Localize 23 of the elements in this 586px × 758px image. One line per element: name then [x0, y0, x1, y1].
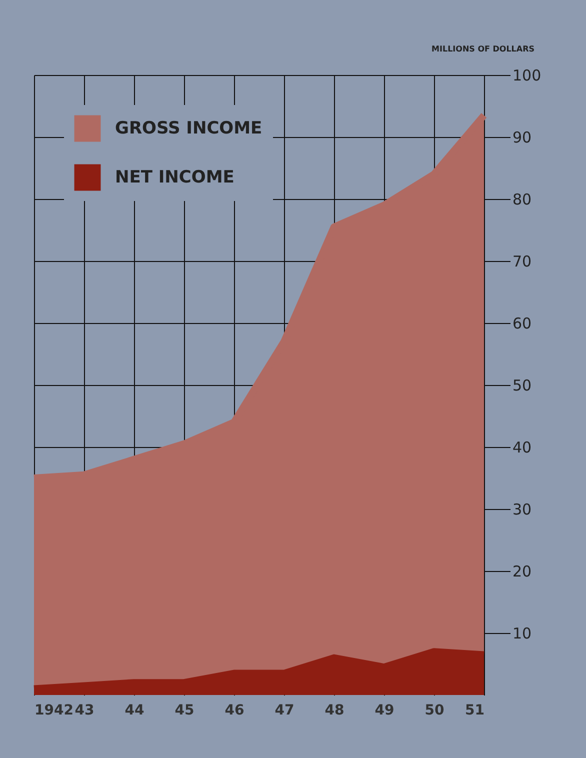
x-tick-label: 43 — [74, 702, 94, 718]
y-tick-label: 10 — [512, 624, 532, 642]
y-tick-label: 20 — [512, 562, 532, 580]
y-tick-label: 80 — [512, 190, 532, 208]
y-tick-label: 50 — [512, 376, 532, 394]
legend-label: GROSS INCOME — [115, 118, 262, 138]
x-tick-label: 48 — [324, 702, 344, 718]
y-tick-label: 90 — [512, 128, 532, 146]
legend-label: NET INCOME — [115, 168, 234, 188]
x-tick-label: 51 — [465, 702, 484, 718]
y-tick-label: 40 — [512, 438, 532, 456]
y-tick-label: 100 — [512, 66, 542, 84]
x-tick-label: 49 — [374, 702, 394, 718]
x-tick-label: 50 — [424, 702, 444, 718]
x-tick-label: 46 — [224, 702, 244, 718]
y-tick-label: 70 — [512, 252, 532, 270]
y-axis-title: MILLIONS OF DOLLARS — [432, 44, 535, 54]
x-tick-label: 45 — [174, 702, 194, 718]
x-tick-label: 47 — [274, 702, 294, 718]
y-tick-label: 60 — [512, 314, 532, 332]
y-tick-label: 30 — [512, 500, 532, 518]
x-tick-label: 1942 — [34, 702, 74, 718]
x-tick-label: 44 — [124, 702, 144, 718]
